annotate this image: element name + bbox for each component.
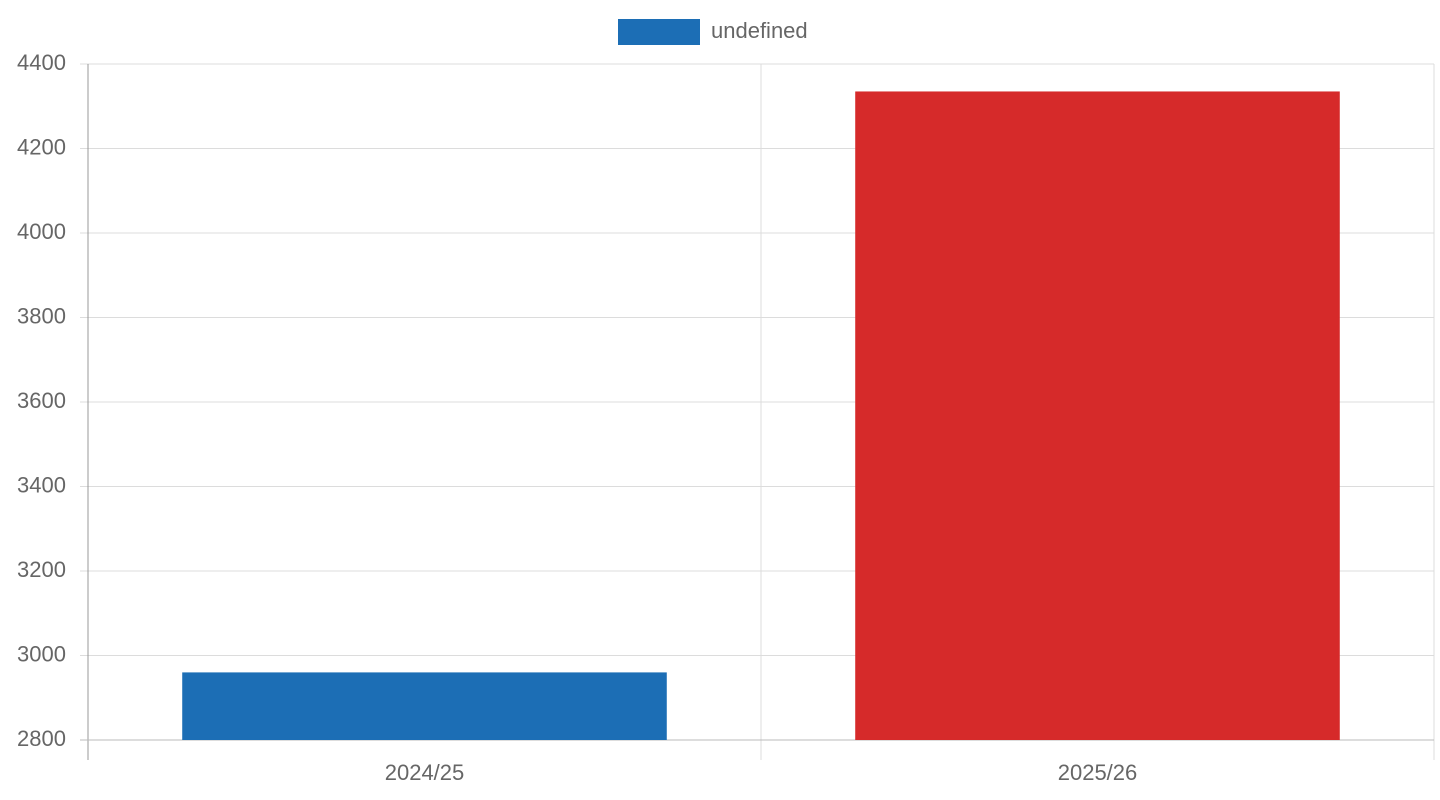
legend-swatch: [618, 19, 700, 45]
y-tick-label: 4000: [17, 219, 66, 244]
y-tick-label: 3600: [17, 388, 66, 413]
bar: [855, 91, 1340, 740]
y-tick-label: 4400: [17, 50, 66, 75]
y-tick-label: 3400: [17, 472, 66, 497]
x-tick-label: 2024/25: [385, 760, 465, 785]
y-tick-label: 3000: [17, 641, 66, 666]
legend-label: undefined: [711, 18, 808, 43]
x-tick-label: 2025/26: [1058, 760, 1138, 785]
y-tick-label: 3800: [17, 303, 66, 328]
y-tick-label: 4200: [17, 134, 66, 159]
y-tick-label: 2800: [17, 726, 66, 751]
y-tick-label: 3200: [17, 557, 66, 582]
bar: [182, 672, 667, 740]
